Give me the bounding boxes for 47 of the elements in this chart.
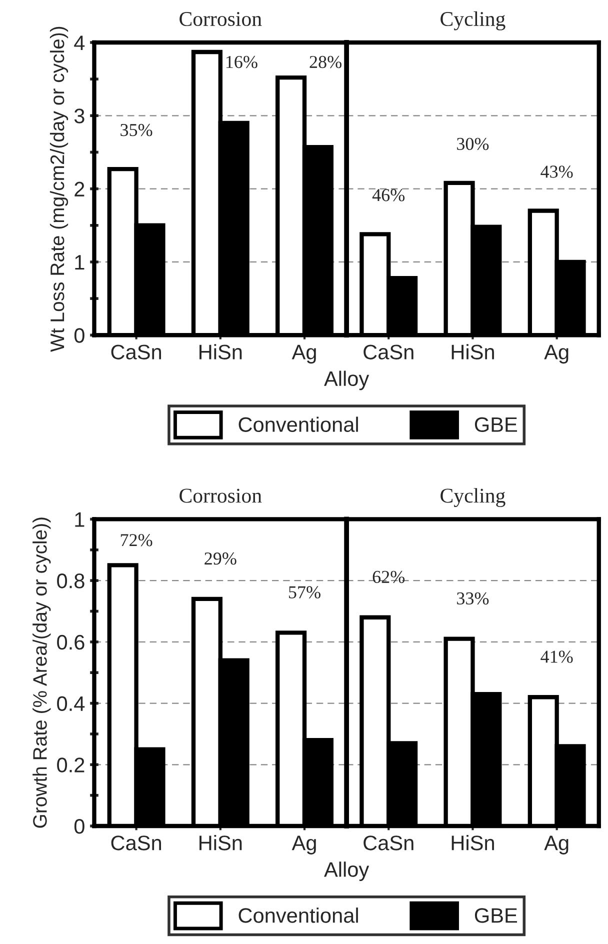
x-tick-label: HiSn xyxy=(452,344,494,360)
x-axis-title: Alloy xyxy=(324,862,370,882)
annotation: 16% xyxy=(226,56,258,68)
x-tick-label: CaSn xyxy=(364,836,414,850)
annotation: 28% xyxy=(310,56,342,68)
y-axis-title: Growth Rate (% Area/(day or cycle)) xyxy=(32,518,51,828)
y-tick-label: 3 xyxy=(74,108,84,124)
x-axis-title: Alloy xyxy=(324,370,370,390)
y-tick-label: 0.2 xyxy=(57,758,84,772)
annotation: 41% xyxy=(540,650,573,663)
legend-label: Conventional xyxy=(238,416,358,432)
chart-title: Corrosion xyxy=(180,488,262,503)
y-tick-label: 0.8 xyxy=(57,574,84,588)
x-tick-label: Ag xyxy=(544,344,568,364)
y-tick-label: 1 xyxy=(75,255,84,270)
x-tick-label: Ag xyxy=(292,344,316,364)
chart-title: Corrosion xyxy=(180,12,262,26)
x-tick-label: CaSn xyxy=(364,344,414,360)
x-tick-label: Ag xyxy=(544,836,568,854)
y-tick-label: 1 xyxy=(75,512,84,527)
annotation: 46% xyxy=(372,189,405,202)
chart-title: Cycling xyxy=(440,488,506,508)
legend-label: Conventional xyxy=(238,908,358,923)
legend-label: GBE xyxy=(474,417,518,432)
x-tick-label: HiSn xyxy=(200,344,242,360)
y-tick-label: 0.6 xyxy=(57,634,84,650)
x-tick-label: HiSn xyxy=(200,835,242,850)
annotation: 29% xyxy=(204,552,236,565)
y-tick-label: 2 xyxy=(74,182,84,196)
annotation: 72% xyxy=(120,534,152,546)
chart-title: Cycling xyxy=(440,11,506,30)
annotation: 33% xyxy=(457,592,489,605)
y-tick-label: 4 xyxy=(74,36,85,50)
x-tick-label: Ag xyxy=(292,836,316,854)
y-tick-label: 0 xyxy=(74,819,84,834)
x-tick-label: CaSn xyxy=(111,344,161,360)
annotation: 57% xyxy=(289,586,320,598)
x-tick-label: CaSn xyxy=(111,836,161,850)
annotation: 62% xyxy=(372,570,405,584)
y-tick-label: 0 xyxy=(74,328,84,343)
annotation: 30% xyxy=(457,138,489,150)
y-tick-label: 0.4 xyxy=(57,696,85,712)
y-axis-title: Wt Loss Rate (mg/cm2/(day or cycle)) xyxy=(50,26,68,352)
legend-label: GBE xyxy=(474,908,518,923)
x-tick-label: HiSn xyxy=(452,835,494,850)
annotation: 43% xyxy=(540,166,573,178)
annotation: 35% xyxy=(120,124,152,136)
